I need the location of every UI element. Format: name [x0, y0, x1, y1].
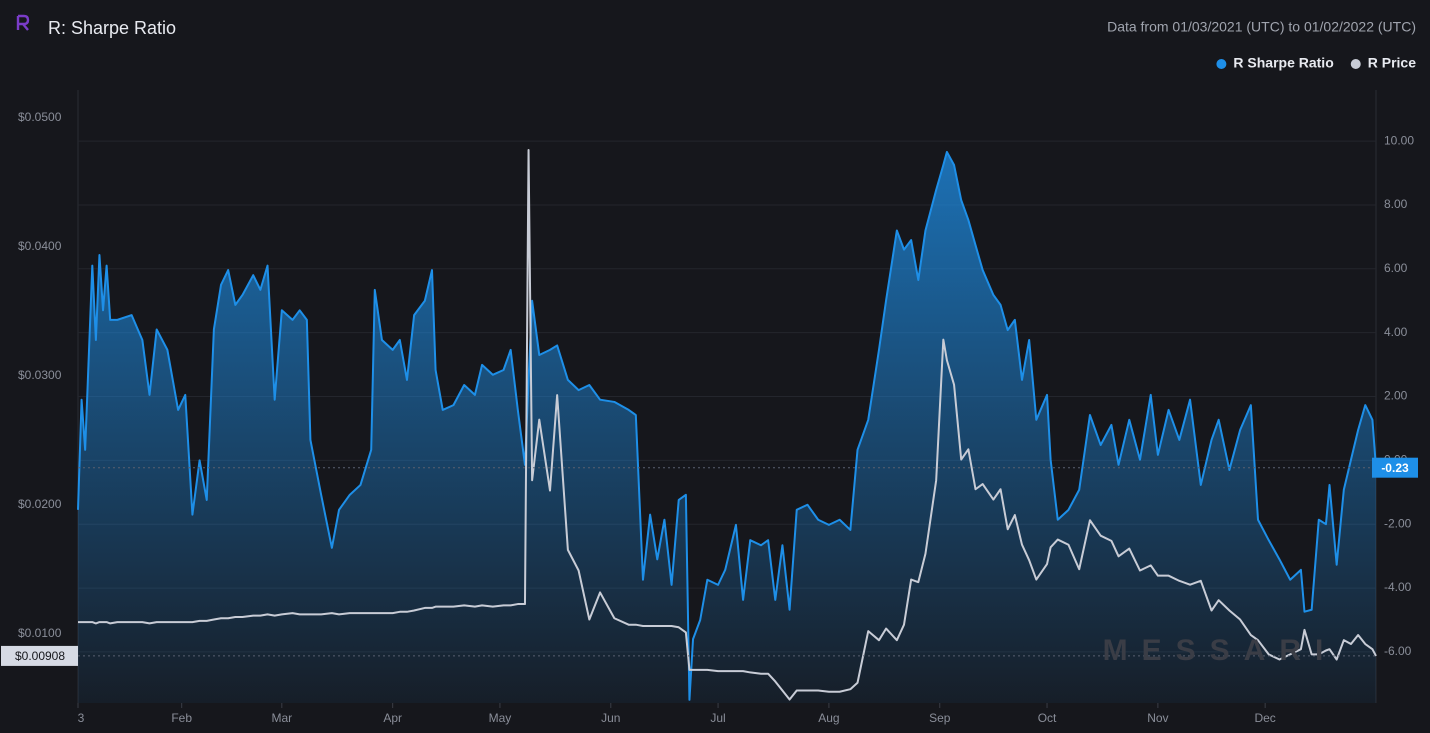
x-tick-label: May	[489, 711, 512, 725]
legend-label: R Price	[1368, 55, 1416, 71]
logo	[16, 14, 30, 31]
x-tick-label: 3	[78, 711, 85, 725]
y-tick-label: $0.0200	[18, 497, 62, 511]
series-area	[78, 151, 1376, 703]
x-tick-label: Dec	[1254, 711, 1275, 725]
chart-title: R: Sharpe Ratio	[48, 18, 176, 38]
x-tick-label: Apr	[383, 711, 402, 725]
y2-tick-label: 4.00	[1384, 325, 1408, 339]
y2-tick-label: 10.00	[1384, 133, 1414, 147]
x-tick-label: Jul	[710, 711, 725, 725]
y2-tick-label: -2.00	[1384, 516, 1412, 530]
series-line	[77, 150, 1377, 701]
x-tick-label: Nov	[1147, 711, 1168, 725]
last-value-label: -0.23	[1381, 461, 1409, 475]
last-value-box	[1, 645, 78, 666]
plot-area	[77, 140, 1377, 703]
legend-marker	[1216, 59, 1227, 69]
y-tick-label: $0.0500	[18, 110, 62, 124]
last-value-box	[1372, 457, 1418, 478]
y2-tick-label: -4.00	[1384, 580, 1412, 594]
y2-tick-label: 6.00	[1384, 261, 1408, 275]
y-tick-label: $0.0400	[18, 239, 62, 253]
x-tick-label: Jun	[601, 711, 620, 725]
y2-tick-label: 8.00	[1384, 197, 1408, 211]
y2-tick-label: 2.00	[1384, 389, 1408, 403]
y-tick-label: $0.0300	[18, 368, 62, 382]
x-tick-label: Sep	[929, 711, 951, 725]
x-tick-label: Oct	[1038, 711, 1057, 725]
watermark: MESSARI	[1103, 634, 1338, 667]
last-value-label: $0.00908	[15, 649, 65, 663]
y2-tick-label: -6.00	[1384, 644, 1412, 658]
y-tick-label: $0.0100	[18, 626, 62, 640]
x-tick-label: Aug	[818, 711, 839, 725]
x-tick-label: Feb	[171, 711, 192, 725]
legend-label: R Sharpe Ratio	[1233, 55, 1333, 71]
series-line	[78, 148, 1377, 701]
chart-subtitle: Data from 01/03/2021 (UTC) to 01/02/2022…	[1107, 19, 1416, 35]
x-tick-label: Mar	[271, 711, 292, 725]
legend-marker	[1350, 59, 1361, 69]
